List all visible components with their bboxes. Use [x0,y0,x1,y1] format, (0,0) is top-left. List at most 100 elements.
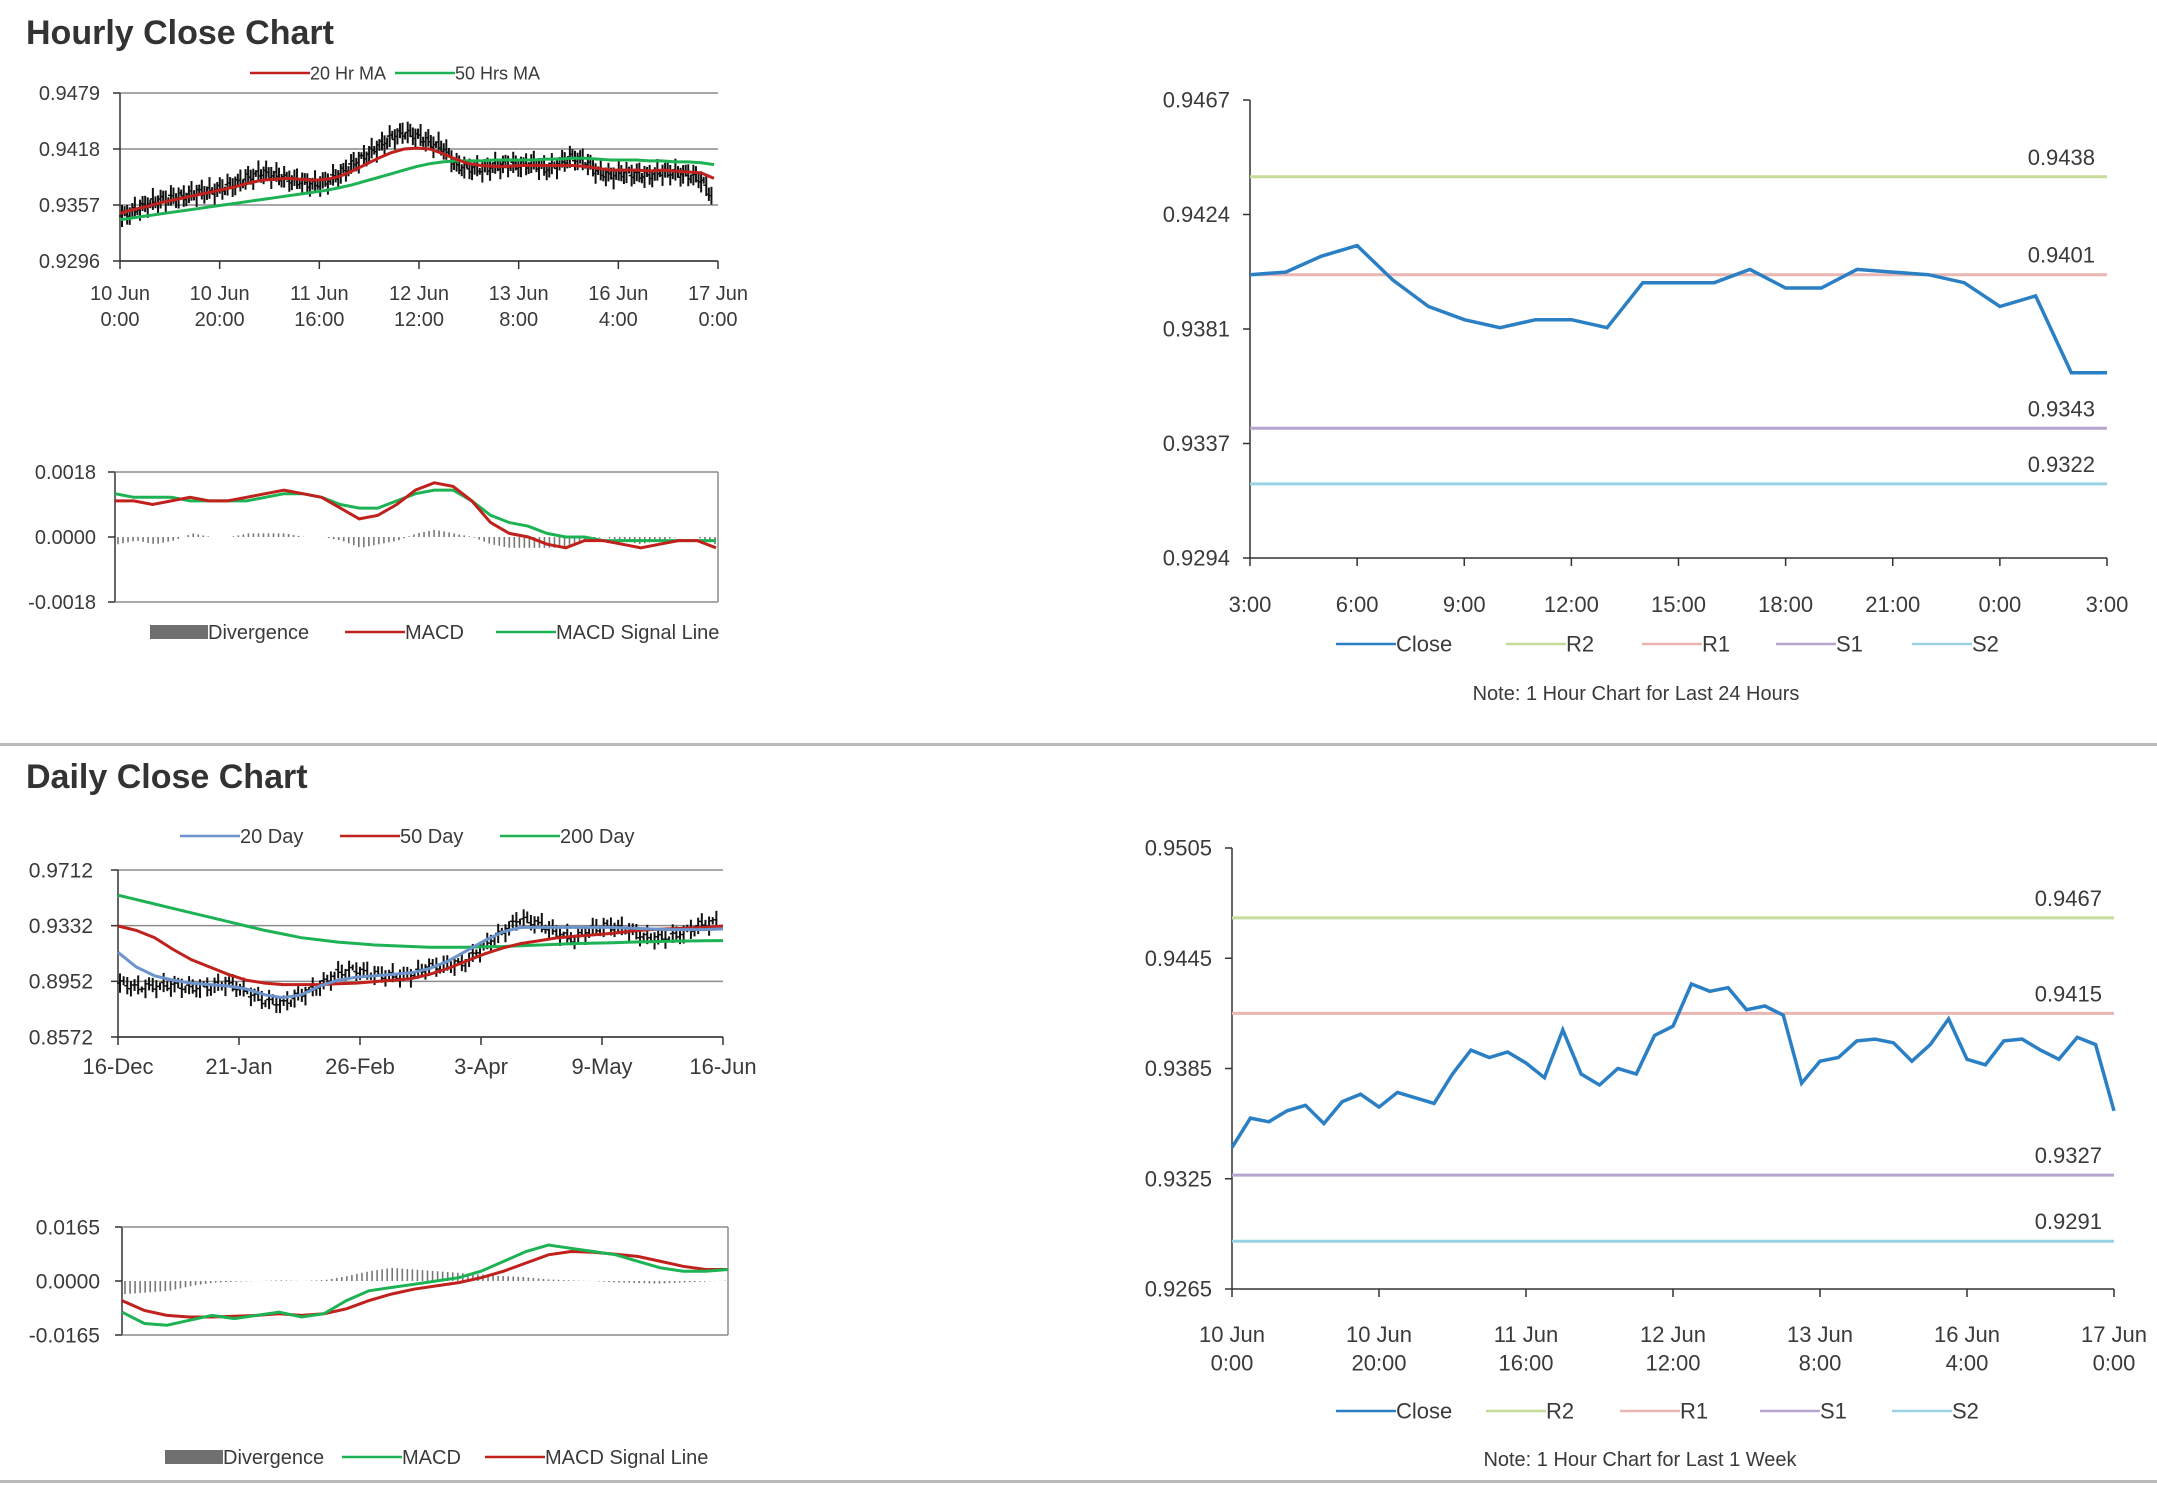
legend-label: R2 [1546,1399,1574,1424]
hourly-price-chart: 0.9479 0.9418 0.9357 0.9296 10 Jun 0:00 10 Jun… [39,63,748,331]
legend-label: 50 Hrs MA [455,63,540,83]
x-tick-label: 3-Apr [454,1054,508,1079]
daily-section-title: Daily Close Chart [26,758,308,796]
y-tick-label: 0.0000 [35,527,96,549]
x-tick-label: 16:00 [294,309,344,331]
y-tick-label: 0.9325 [1145,1166,1212,1191]
ma50-line [117,924,724,987]
x-tick-label: 13 Jun [489,283,549,305]
macd-line [115,481,717,550]
level-label-s2: 0.9291 [2035,1209,2102,1234]
x-tick-label: 12:00 [1544,592,1599,617]
x-tick-label: 4:00 [599,309,638,331]
y-tick-label: 0.0000 [36,1270,100,1293]
x-tick-label: 20:00 [1351,1351,1406,1376]
legend-label: MACD Signal Line [556,622,719,644]
y-tick-label: 0.9445 [1145,946,1212,971]
legend-label: R1 [1702,632,1730,657]
x-tick-label: 26-Feb [325,1054,395,1079]
x-tick-label: 20:00 [195,309,245,331]
x-tick-label: 6:00 [1336,592,1379,617]
chart-note: Note: 1 Hour Chart for Last 24 Hours [1473,683,1800,705]
level-label-r2: 0.9438 [2028,145,2095,170]
x-tick-label: 16 Jun [1934,1322,2000,1347]
y-tick-label: 0.9296 [39,251,100,273]
hourly-24h-chart: 0.9467 0.9424 0.9381 0.9337 0.9294 3:00 6:00 9:… [1163,88,2129,705]
y-tick-label: 0.9424 [1163,202,1230,227]
ma20-line [119,146,715,215]
level-label-r2: 0.9467 [2035,886,2102,911]
legend-label: MACD Signal Line [545,1447,708,1469]
legend-label: Close [1396,632,1452,657]
y-tick-label: 0.8952 [29,971,93,994]
legend-label: MACD [402,1447,461,1469]
section-divider-1 [0,743,2157,746]
ma200-line [117,893,724,949]
x-tick-label: 11 Jun [1494,1322,1558,1347]
legend-label: 200 Day [560,826,635,848]
level-label-s2: 0.9322 [2028,452,2095,477]
close-line [1230,981,2116,1149]
x-tick-label: 9:00 [1443,592,1486,617]
close-line [1249,243,2107,375]
x-tick-label: 3:00 [2086,592,2129,617]
y-tick-label: 0.9418 [39,139,100,161]
y-tick-label: 0.9332 [29,915,93,938]
legend-label: Close [1396,1399,1452,1424]
x-tick-label: 0:00 [1978,592,2021,617]
x-tick-label: 0:00 [2093,1351,2136,1376]
level-label-s1: 0.9327 [2035,1143,2102,1168]
y-tick-label: -0.0165 [29,1324,100,1347]
legend-label: Divergence [223,1447,324,1469]
y-tick-label: 0.9467 [1163,88,1230,113]
x-tick-label: 12:00 [1645,1351,1700,1376]
signal-line [114,488,716,543]
x-tick-label: 12 Jun [1640,1322,1706,1347]
y-tick-label: 0.0018 [35,462,96,484]
hourly-macd-chart: 0.0018 0.0000 -0.0018 Divergence MACD MACD Si… [28,462,719,644]
legend-label: Divergence [208,622,309,644]
x-tick-label: 10 Jun [1199,1322,1265,1347]
x-tick-label: 8:00 [1799,1351,1842,1376]
daily-price-chart: 0.9712 0.9332 0.8952 0.8572 16-Dec 21-Jan 26-F… [29,826,757,1079]
x-tick-label: 0:00 [699,309,738,331]
daily-macd-chart: 0.0165 0.0000 -0.0165 Divergence MACD MACD Si… [29,1216,729,1469]
level-label-r1: 0.9415 [2035,981,2102,1006]
legend-label: 20 Day [240,826,303,848]
x-tick-label: 10 Jun [190,283,250,305]
x-tick-label: 8:00 [499,309,538,331]
y-tick-label: 0.9265 [1145,1277,1212,1302]
legend-label: S1 [1820,1399,1847,1424]
x-tick-label: 0:00 [101,309,140,331]
y-tick-label: 0.9712 [29,859,93,882]
y-tick-label: 0.9385 [1145,1056,1212,1081]
legend-label: S1 [1836,632,1863,657]
legend-swatch-divergence [150,625,208,639]
y-tick-label: 0.9381 [1163,317,1230,342]
y-tick-label: 0.9479 [39,83,100,105]
x-tick-label: 21:00 [1865,592,1920,617]
x-tick-label: 12:00 [394,309,444,331]
x-tick-label: 16:00 [1498,1351,1553,1376]
legend-swatch-divergence [165,1450,223,1464]
macd-line [121,1243,729,1327]
legend-label: R2 [1566,632,1594,657]
y-tick-label: 0.9294 [1163,546,1230,571]
x-tick-label: 16-Jun [689,1054,756,1079]
x-tick-label: 17 Jun [2081,1322,2147,1347]
y-tick-label: 0.9337 [1163,431,1230,456]
hourly-section-title: Hourly Close Chart [26,14,334,52]
legend-label: MACD [405,622,464,644]
x-tick-label: 10 Jun [90,283,150,305]
x-tick-label: 3:00 [1229,592,1272,617]
ma50-line [119,156,715,222]
y-tick-label: 0.8572 [29,1026,93,1049]
x-tick-label: 21-Jan [205,1054,272,1079]
daily-week-chart: 0.9505 0.9445 0.9385 0.9325 0.9265 10 Jun 0:00… [1145,836,2147,1471]
x-tick-label: 16 Jun [588,283,648,305]
x-tick-label: 0:00 [1211,1351,1254,1376]
x-tick-label: 9-May [571,1054,632,1079]
y-tick-label: 0.0165 [36,1216,100,1239]
legend-label: R1 [1680,1399,1708,1424]
legend-label: S2 [1972,632,1999,657]
